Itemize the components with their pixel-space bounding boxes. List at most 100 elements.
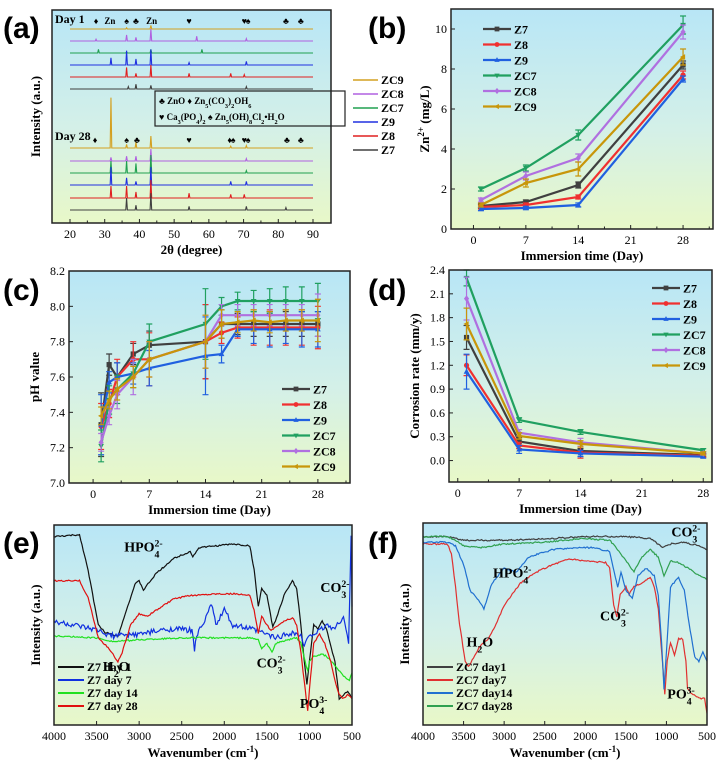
y-tick-label: 7.4: [50, 405, 65, 419]
legend-item: ZC7 day1: [427, 660, 506, 674]
data-point: [577, 441, 583, 447]
data-point: [97, 413, 104, 419]
series-z9: [477, 75, 687, 212]
peak-marker: ♣: [298, 135, 304, 145]
legend-item: Z7 day 14: [58, 686, 138, 700]
legend-marker: [663, 301, 669, 306]
phase-legend: ♣ ZnO ♦ Zn5(CO3)2OH6 ♥ Ca3(PO4)2 ♠ Zn5(OH…: [154, 90, 346, 127]
series-zc9: [477, 48, 687, 208]
peak-marker: Zn: [104, 16, 115, 26]
day1-label: Day 1: [55, 12, 85, 26]
y-tick-label: 0.3: [430, 430, 445, 444]
x-tick-label: 500: [698, 729, 716, 743]
x-axis-label: Immersion time (Day): [148, 502, 271, 517]
y-tick-label: 4: [441, 142, 447, 156]
x-tick-label: 28: [677, 233, 689, 247]
legend-marker: [293, 417, 299, 422]
peak-marker: ♠: [231, 135, 236, 145]
data-point: [106, 379, 113, 385]
legend-label: ZC7 day7: [456, 673, 506, 687]
peak-marker: Zn: [146, 16, 157, 26]
data-point: [680, 75, 686, 82]
legend-label: ZC7 day14: [456, 686, 512, 700]
data-point: [516, 417, 522, 424]
legend-item: Z9: [652, 313, 697, 327]
data-point: [478, 186, 484, 193]
legend-item: ZC9: [483, 100, 537, 114]
series-line: [465, 277, 704, 452]
y-axis-label: Corrosion rate (mm/y): [407, 313, 422, 438]
legend-label: ZC9: [381, 73, 404, 87]
peak-marker: ♦: [227, 135, 232, 145]
peak-marker: ♠: [124, 135, 129, 145]
legend-label: Z9: [683, 313, 697, 327]
legend-label: Z9: [381, 115, 395, 129]
x-tick-label: 80: [272, 227, 284, 241]
legend-marker: [494, 57, 500, 62]
y-tick-label: 2.4: [430, 263, 445, 277]
legend-label: Z7 day 14: [87, 686, 138, 700]
legend-marker: [663, 332, 669, 338]
legend-item: ZC9: [652, 359, 706, 373]
xrd-pattern-day28: [70, 166, 313, 186]
legend-item: Z7: [483, 23, 528, 37]
legend-item: Z8: [353, 129, 395, 143]
x-tick-label: 7: [146, 487, 152, 501]
legend-item: ZC7: [483, 69, 537, 83]
x-tick-label: 70: [238, 227, 250, 241]
legend-item: ZC9: [282, 460, 336, 474]
plot-border: [53, 524, 353, 726]
x-tick-label: 1500: [255, 729, 279, 743]
plot-border: [450, 8, 714, 230]
x-tick-label: 2000: [573, 729, 597, 743]
data-point: [298, 317, 304, 324]
x-tick-label: 21: [256, 487, 268, 501]
legend-item: ZC7: [282, 429, 336, 443]
spectrum-line: [422, 535, 708, 580]
legend-item: ZC9: [353, 73, 404, 87]
legend-item: Z7 day 1: [58, 660, 132, 674]
xrd-pattern-day28: [70, 193, 313, 211]
peak-annotation: PO43-: [300, 694, 328, 716]
series-z8: [70, 64, 313, 199]
legend-label: Z7: [381, 143, 395, 157]
data-point: [577, 429, 584, 436]
legend-marker: [293, 386, 299, 392]
legend-marker: [663, 346, 669, 354]
x-axis-label: Wavenumber (cm-1): [510, 744, 621, 760]
legend-marker: [293, 463, 298, 470]
x-tick-label: 20: [64, 227, 76, 241]
panel-d: 0 7 14 21 28 0.0 0.3 0.6 0.9 1.2 1.5 1.8 2.1 2.4 Immer…: [407, 263, 713, 516]
peak-annotation: H2O: [103, 660, 130, 680]
legend-marker: [494, 103, 499, 110]
y-tick-label: 1.2: [430, 358, 445, 372]
legend-label: ZC8: [313, 445, 336, 459]
legend-item: Z7: [353, 143, 395, 157]
series-z9: [70, 49, 313, 186]
peak-annotation: H2O: [466, 635, 493, 655]
series-zc7-day7: [422, 542, 708, 714]
legend-label: Z8: [313, 398, 327, 412]
phase-legend-box: [154, 90, 346, 127]
peak-marker: ♠: [124, 16, 129, 26]
peak-marker: ♣: [133, 16, 139, 26]
spectrum-line: [53, 535, 353, 652]
y-tick-label: 0.9: [430, 382, 445, 396]
peak-marker: ♣: [283, 16, 289, 26]
legend-label: ZC7: [313, 429, 336, 443]
series-line: [480, 56, 684, 206]
peak-annotation: PO43-: [667, 685, 695, 707]
legend-label: Z7 day 7: [87, 673, 132, 687]
xrd-pattern-day1: [70, 49, 313, 54]
legend-item: ZC8: [353, 87, 404, 101]
y-tick-label: 1.8: [430, 311, 445, 325]
legend-label: ZC9: [683, 359, 706, 373]
legend-marker: [494, 73, 500, 79]
x-tick-label: 50: [168, 227, 180, 241]
legend-item: ZC8: [652, 344, 706, 358]
